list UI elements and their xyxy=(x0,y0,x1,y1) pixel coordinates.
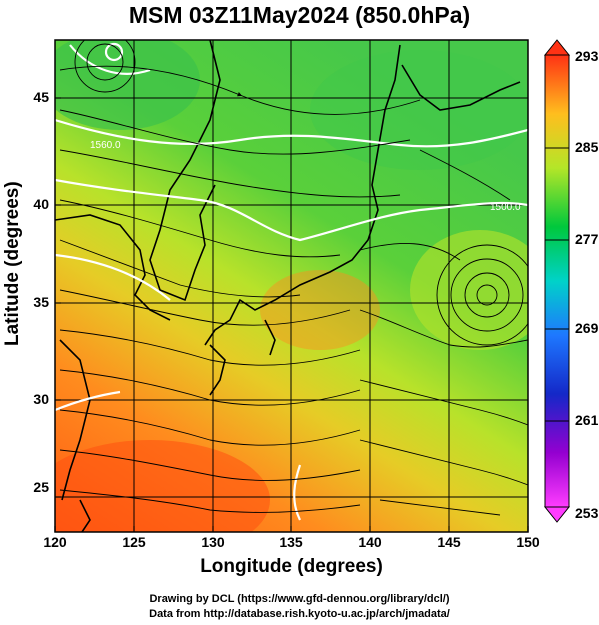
y-tick-label: 25 xyxy=(33,479,49,495)
colorbar-label: 253 xyxy=(575,505,599,521)
colorbar xyxy=(543,39,571,523)
colorbar-label: 293 xyxy=(575,48,599,64)
colorbar-label: 277 xyxy=(575,231,599,247)
x-tick-label: 150 xyxy=(516,534,540,550)
height-contours xyxy=(55,42,528,521)
chart-title: MSM 03Z11May2024 (850.0hPa) xyxy=(128,2,471,28)
colorbar-label: 285 xyxy=(575,139,599,155)
x-tick-label: 125 xyxy=(122,534,146,550)
x-axis-label: Longitude (degrees) xyxy=(200,556,383,577)
coastlines xyxy=(55,40,521,532)
x-tick-label: 140 xyxy=(358,534,382,550)
y-tick-label: 45 xyxy=(33,89,49,105)
credit-line: Drawing by DCL (https://www.gfd-dennou.o… xyxy=(149,593,450,605)
x-tick-label: 120 xyxy=(43,534,67,550)
axis-ticks xyxy=(54,97,529,532)
map-grid xyxy=(55,40,528,532)
contour-label: 1500.0 xyxy=(490,202,521,213)
y-tick-label: 35 xyxy=(33,294,49,310)
y-tick-label: 30 xyxy=(33,391,49,407)
wind-streamlines xyxy=(59,40,528,516)
y-tick-label: 40 xyxy=(33,196,49,212)
contour-label: 1560.0 xyxy=(90,140,121,151)
credit-line: Data from http://database.rish.kyoto-u.a… xyxy=(149,608,450,620)
x-tick-label: 130 xyxy=(201,534,225,550)
x-tick-label: 135 xyxy=(279,534,303,550)
colorbar-label: 261 xyxy=(575,412,599,428)
x-tick-label: 145 xyxy=(437,534,461,550)
y-axis-label: Latitude (degrees) xyxy=(2,181,23,346)
colorbar-label: 269 xyxy=(575,320,599,336)
